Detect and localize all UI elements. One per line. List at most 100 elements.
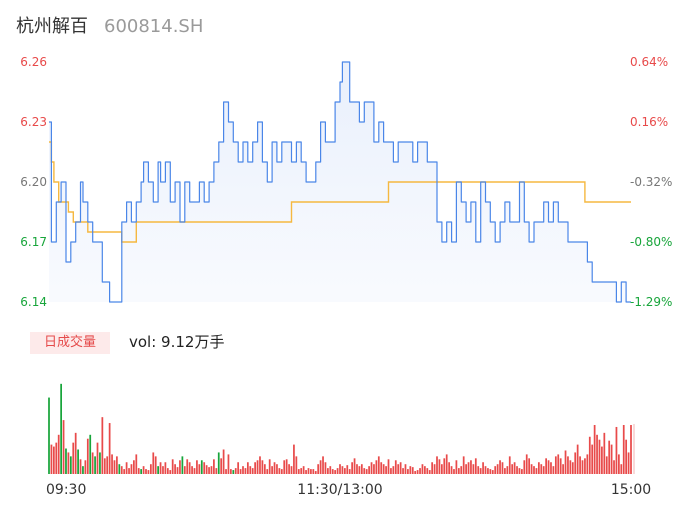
volume-bar bbox=[501, 462, 504, 474]
volume-bar bbox=[48, 397, 50, 474]
volume-bar bbox=[179, 460, 181, 474]
volume-bar bbox=[302, 466, 305, 474]
volume-bar bbox=[450, 466, 453, 474]
volume-bar bbox=[84, 460, 87, 474]
volume-bar bbox=[271, 466, 273, 474]
percent-tick-label: -1.29% bbox=[630, 295, 673, 309]
volume-bar bbox=[210, 466, 213, 474]
volume-bar bbox=[562, 464, 564, 474]
volume-bar bbox=[581, 460, 584, 474]
volume-bar bbox=[494, 466, 497, 474]
volume-bar bbox=[399, 462, 402, 474]
volume-bar bbox=[620, 464, 623, 474]
volume-bar bbox=[474, 458, 477, 474]
volume-bar bbox=[191, 466, 193, 474]
percent-tick-label: 0.16% bbox=[630, 115, 669, 129]
volume-bar bbox=[409, 466, 412, 474]
volume-bar bbox=[79, 459, 82, 474]
volume-bar bbox=[154, 456, 157, 474]
volume-bar bbox=[339, 464, 341, 474]
volume-bar bbox=[593, 425, 596, 474]
volume-bar bbox=[237, 462, 240, 474]
volume-bar bbox=[103, 458, 106, 474]
volume-bar bbox=[508, 456, 511, 474]
volume-bar bbox=[394, 460, 397, 474]
volume-bar bbox=[545, 458, 547, 474]
volume-bar bbox=[60, 383, 62, 474]
volume-bar bbox=[116, 456, 118, 474]
price-line bbox=[49, 61, 631, 303]
volume-bar bbox=[392, 466, 395, 474]
volume-bar bbox=[404, 464, 407, 474]
volume-bar bbox=[465, 464, 467, 474]
volume-bar bbox=[382, 464, 385, 474]
volume-bar bbox=[385, 466, 387, 474]
volume-bar bbox=[312, 469, 315, 474]
price-tick-label: 6.23 bbox=[20, 115, 47, 129]
volume-bar bbox=[373, 464, 375, 474]
volume-bar bbox=[164, 462, 167, 474]
volume-bar bbox=[174, 464, 176, 474]
volume-bar bbox=[305, 470, 307, 474]
volume-bar bbox=[246, 462, 249, 474]
volume-bar bbox=[193, 468, 196, 474]
volume-bar bbox=[615, 426, 618, 474]
volume-bar bbox=[610, 444, 613, 474]
volume-bar bbox=[232, 470, 235, 474]
volume-bar bbox=[598, 439, 601, 474]
volume-bar bbox=[436, 456, 438, 474]
volume-bar bbox=[145, 469, 147, 474]
volume-bar bbox=[220, 458, 223, 474]
volume-bar bbox=[390, 468, 392, 474]
volume-bar bbox=[525, 454, 528, 474]
volume-bar bbox=[375, 460, 378, 474]
volume-bar bbox=[307, 468, 310, 474]
volume-bar bbox=[225, 469, 227, 474]
volume-bar bbox=[571, 462, 574, 474]
volume-bar bbox=[213, 459, 215, 474]
volume-bar bbox=[297, 469, 300, 474]
volume-bar bbox=[74, 432, 77, 474]
volume-bar bbox=[591, 444, 594, 474]
volume-bar bbox=[322, 456, 324, 474]
volume-bar bbox=[336, 468, 339, 474]
volume-bar bbox=[57, 434, 60, 474]
volume-bar bbox=[157, 466, 159, 474]
volume-bar bbox=[625, 439, 628, 474]
volume-bar bbox=[113, 460, 116, 474]
volume-bar bbox=[484, 466, 487, 474]
volume-bar bbox=[200, 460, 203, 474]
volume-bar bbox=[588, 436, 591, 474]
volume-bar bbox=[428, 470, 431, 474]
volume-bar bbox=[356, 464, 358, 474]
volume-bar bbox=[443, 458, 446, 474]
volume-bar bbox=[183, 466, 186, 474]
volume-bar bbox=[603, 432, 606, 474]
volume-bar bbox=[402, 468, 404, 474]
volume-bar bbox=[467, 462, 470, 474]
volume-bar bbox=[234, 468, 237, 474]
volume-bar bbox=[171, 459, 174, 474]
volume-bar bbox=[453, 469, 455, 474]
volume-bar bbox=[346, 465, 349, 474]
volume-bar bbox=[106, 456, 109, 474]
price-tick-label: 6.17 bbox=[20, 235, 47, 249]
volume-bar bbox=[528, 458, 531, 474]
volume-bar bbox=[268, 459, 271, 474]
volume-bar bbox=[613, 460, 615, 474]
volume-bar bbox=[198, 464, 201, 474]
volume-bar bbox=[482, 462, 484, 474]
volume-badge[interactable]: 日成交量 bbox=[30, 332, 110, 354]
volume-bar bbox=[511, 464, 514, 474]
volume-bar bbox=[69, 456, 72, 474]
volume-bar bbox=[343, 468, 346, 474]
volume-bar bbox=[181, 456, 184, 474]
price-tick-label: 6.26 bbox=[20, 55, 47, 69]
volume-bar bbox=[363, 468, 366, 474]
volume-bar bbox=[523, 460, 526, 474]
volume-bar bbox=[149, 464, 152, 474]
volume-bar bbox=[72, 442, 75, 474]
volume-bar bbox=[203, 462, 206, 474]
volume-bar bbox=[586, 454, 589, 474]
